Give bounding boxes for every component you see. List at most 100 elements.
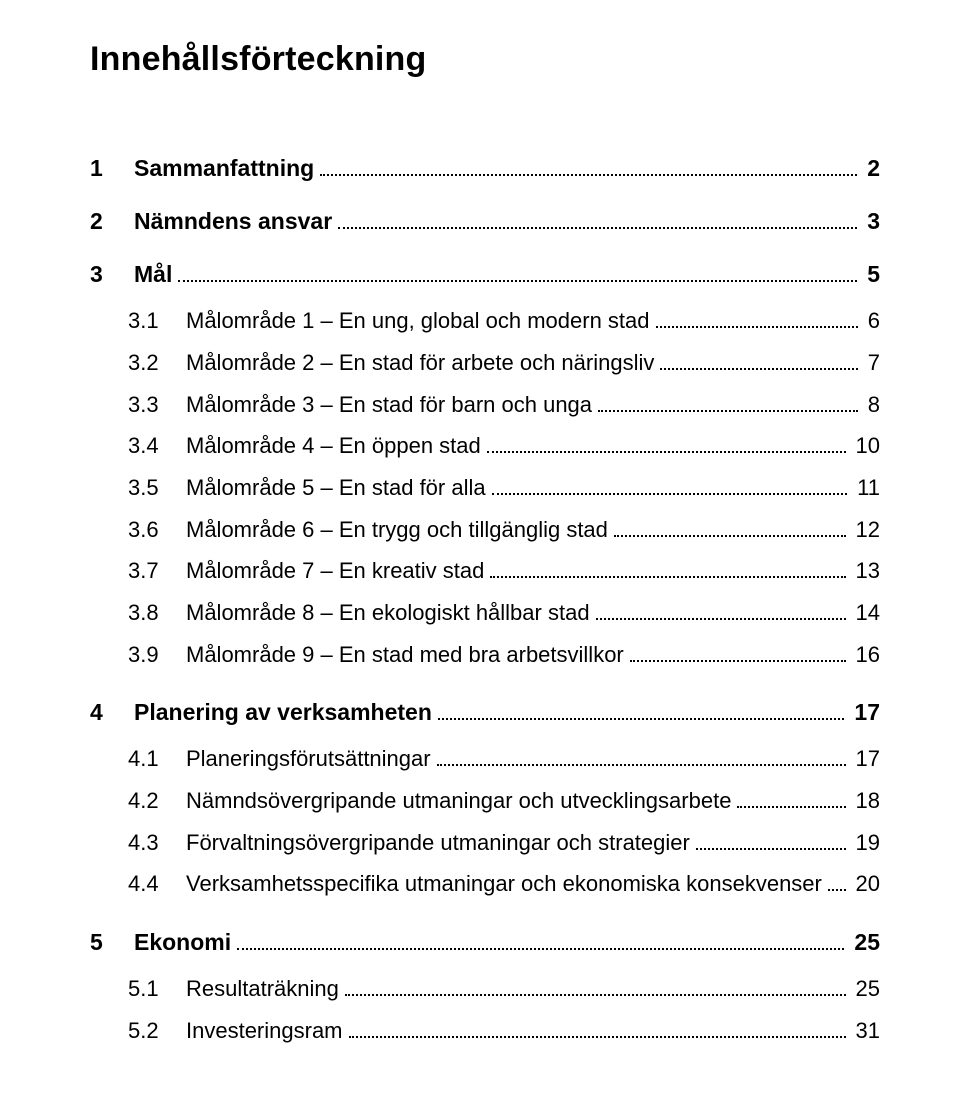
- toc-entry-page: 8: [864, 390, 880, 420]
- toc-subitem: 3.4Målområde 4 – En öppen stad 10: [90, 425, 880, 467]
- toc-entry-l2[interactable]: 3.1Målområde 1 – En ung, global och mode…: [90, 300, 880, 342]
- toc-entry-label: Planering av verksamheten: [134, 697, 432, 728]
- toc-sublist: 4.1Planeringsförutsättningar174.2Nämndsö…: [90, 738, 880, 905]
- toc-entry-number: 3.4: [128, 431, 186, 461]
- toc-leader: [338, 214, 857, 229]
- toc-entry-page: 16: [852, 640, 880, 670]
- toc-subitem: 4.4Verksamhetsspecifika utmaningar och e…: [90, 863, 880, 905]
- toc-subitem: 5.2Investeringsram 31: [90, 1010, 880, 1052]
- toc-leader: [490, 564, 845, 578]
- toc-entry-l2[interactable]: 3.3Målområde 3 – En stad för barn och un…: [90, 384, 880, 426]
- toc-entry-l2[interactable]: 4.1Planeringsförutsättningar17: [90, 738, 880, 780]
- toc-item: 2Nämndens ansvar3: [90, 192, 880, 245]
- toc-entry-label: Mål: [134, 259, 172, 290]
- toc-entry-number: 1: [90, 153, 134, 184]
- toc-leader: [237, 935, 844, 950]
- toc-entry-l1[interactable]: 2Nämndens ansvar3: [90, 192, 880, 245]
- toc-sublist: 3.1Målområde 1 – En ung, global och mode…: [90, 300, 880, 675]
- toc-subitem: 4.3Förvaltningsövergripande utmaningar o…: [90, 822, 880, 864]
- toc-subitem: 5.1Resultaträkning25: [90, 968, 880, 1010]
- toc-entry-page: 19: [852, 828, 880, 858]
- toc-entry-page: 20: [852, 869, 880, 899]
- toc-entry-page: 6: [864, 306, 880, 336]
- toc-entry-number: 3.5: [128, 473, 186, 503]
- toc-list: 1Sammanfattning22Nämndens ansvar33Mål53.…: [90, 139, 880, 1052]
- toc-entry-label: Investeringsram: [186, 1016, 343, 1046]
- toc-entry-number: 3.7: [128, 556, 186, 586]
- toc-entry-label: Målområde 1 – En ung, global och modern …: [186, 306, 650, 336]
- toc-entry-l2[interactable]: 4.3Förvaltningsövergripande utmaningar o…: [90, 822, 880, 864]
- toc-entry-label: Målområde 4 – En öppen stad: [186, 431, 481, 461]
- toc-entry-number: 3.8: [128, 598, 186, 628]
- toc-entry-label: Resultaträkning: [186, 974, 339, 1004]
- toc-entry-number: 2: [90, 206, 134, 237]
- toc-entry-number: 4: [90, 697, 134, 728]
- toc-entry-l1[interactable]: 3Mål5: [90, 245, 880, 298]
- toc-subitem: 3.6Målområde 6 – En trygg och tillgängli…: [90, 509, 880, 551]
- toc-entry-l1[interactable]: 4Planering av verksamheten 17: [90, 683, 880, 736]
- toc-entry-l1[interactable]: 1Sammanfattning2: [90, 139, 880, 192]
- toc-entry-page: 13: [852, 556, 880, 586]
- toc-entry-number: 5: [90, 927, 134, 958]
- toc-entry-number: 5.2: [128, 1016, 186, 1046]
- toc-leader: [596, 606, 846, 620]
- toc-subitem: 3.5Målområde 5 – En stad för alla 11: [90, 467, 880, 509]
- toc-leader: [437, 752, 846, 766]
- toc-entry-number: 4.3: [128, 828, 186, 858]
- toc-entry-l2[interactable]: 4.4Verksamhetsspecifika utmaningar och e…: [90, 863, 880, 905]
- toc-entry-l2[interactable]: 3.8Målområde 8 – En ekologiskt hållbar s…: [90, 592, 880, 634]
- toc-leader: [630, 648, 846, 662]
- toc-entry-label: Nämndens ansvar: [134, 206, 332, 237]
- toc-entry-page: 31: [852, 1016, 880, 1046]
- toc-entry-l2[interactable]: 3.5Målområde 5 – En stad för alla 11: [90, 467, 880, 509]
- toc-subitem: 3.9Målområde 9 – En stad med bra arbetsv…: [90, 634, 880, 676]
- toc-entry-page: 11: [853, 473, 880, 503]
- toc-entry-label: Målområde 8 – En ekologiskt hållbar stad: [186, 598, 590, 628]
- toc-entry-label: Sammanfattning: [134, 153, 314, 184]
- toc-leader: [487, 439, 846, 453]
- toc-leader: [656, 314, 858, 328]
- toc-leader: [345, 982, 846, 996]
- toc-entry-number: 4.2: [128, 786, 186, 816]
- toc-subitem: 3.2Målområde 2 – En stad för arbete och …: [90, 342, 880, 384]
- toc-entry-l2[interactable]: 3.4Målområde 4 – En öppen stad 10: [90, 425, 880, 467]
- toc-entry-l2[interactable]: 3.9Målområde 9 – En stad med bra arbetsv…: [90, 634, 880, 676]
- toc-entry-label: Målområde 7 – En kreativ stad: [186, 556, 484, 586]
- toc-leader: [438, 706, 845, 721]
- toc-entry-l2[interactable]: 5.1Resultaträkning25: [90, 968, 880, 1010]
- toc-entry-page: 25: [852, 974, 880, 1004]
- toc-entry-label: Målområde 6 – En trygg och tillgänglig s…: [186, 515, 608, 545]
- toc-entry-page: 10: [852, 431, 880, 461]
- toc-entry-page: 14: [852, 598, 880, 628]
- toc-leader: [178, 267, 857, 282]
- toc-entry-l2[interactable]: 3.6Målområde 6 – En trygg och tillgängli…: [90, 509, 880, 551]
- toc-entry-number: 3: [90, 259, 134, 290]
- toc-entry-label: Ekonomi: [134, 927, 231, 958]
- toc-item: 5Ekonomi255.1Resultaträkning255.2Investe…: [90, 913, 880, 1051]
- toc-entry-number: 3.1: [128, 306, 186, 336]
- toc-entry-label: Målområde 5 – En stad för alla: [186, 473, 486, 503]
- toc-entry-l2[interactable]: 3.2Målområde 2 – En stad för arbete och …: [90, 342, 880, 384]
- toc-entry-number: 4.4: [128, 869, 186, 899]
- toc-entry-number: 3.6: [128, 515, 186, 545]
- toc-leader: [598, 397, 858, 411]
- toc-leader: [696, 836, 846, 850]
- toc-sublist: 5.1Resultaträkning255.2Investeringsram31: [90, 968, 880, 1051]
- toc-leader: [660, 356, 857, 370]
- toc-item: 1Sammanfattning2: [90, 139, 880, 192]
- toc-entry-l1[interactable]: 5Ekonomi25: [90, 913, 880, 966]
- toc-item: 3Mål53.1Målområde 1 – En ung, global och…: [90, 245, 880, 675]
- toc-entry-number: 4.1: [128, 744, 186, 774]
- toc-subitem: 3.3Målområde 3 – En stad för barn och un…: [90, 384, 880, 426]
- toc-entry-label: Målområde 9 – En stad med bra arbetsvill…: [186, 640, 624, 670]
- toc-entry-l2[interactable]: 5.2Investeringsram 31: [90, 1010, 880, 1052]
- toc-entry-page: 17: [850, 697, 880, 728]
- toc-leader: [349, 1024, 846, 1038]
- toc-entry-l2[interactable]: 3.7Målområde 7 – En kreativ stad 13: [90, 550, 880, 592]
- toc-entry-label: Verksamhetsspecifika utmaningar och ekon…: [186, 869, 822, 899]
- toc-entry-label: Målområde 2 – En stad för arbete och när…: [186, 348, 654, 378]
- toc-subitem: 3.7Målområde 7 – En kreativ stad 13: [90, 550, 880, 592]
- toc-entry-number: 3.3: [128, 390, 186, 420]
- toc-entry-number: 3.9: [128, 640, 186, 670]
- toc-entry-l2[interactable]: 4.2Nämndsövergripande utmaningar och utv…: [90, 780, 880, 822]
